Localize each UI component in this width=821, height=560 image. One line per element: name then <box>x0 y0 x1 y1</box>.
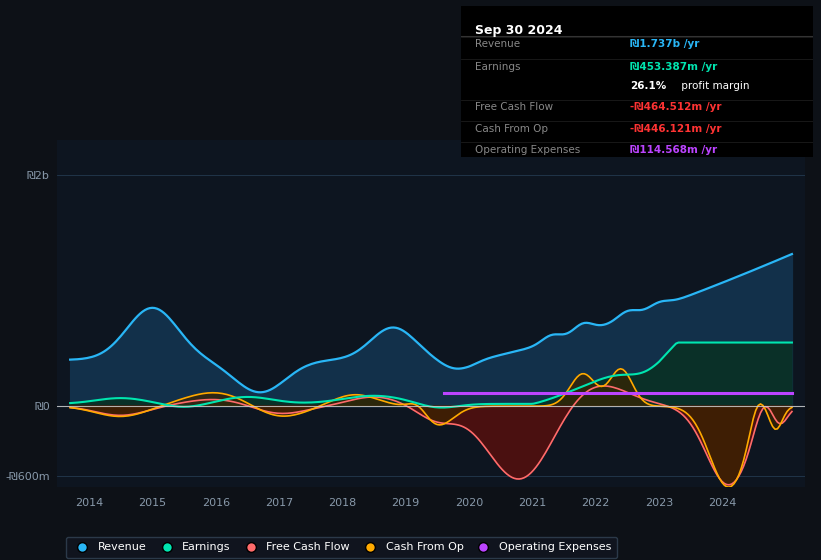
Text: -₪446.121m /yr: -₪446.121m /yr <box>630 124 722 133</box>
Legend: Revenue, Earnings, Free Cash Flow, Cash From Op, Operating Expenses: Revenue, Earnings, Free Cash Flow, Cash … <box>66 537 617 558</box>
Text: ₪1.737b /yr: ₪1.737b /yr <box>630 39 699 49</box>
Text: Revenue: Revenue <box>475 39 521 49</box>
Text: Operating Expenses: Operating Expenses <box>475 144 580 155</box>
Text: ₪114.568m /yr: ₪114.568m /yr <box>630 144 718 155</box>
Text: Free Cash Flow: Free Cash Flow <box>475 102 553 113</box>
Text: 26.1%: 26.1% <box>630 81 667 91</box>
Text: -₪464.512m /yr: -₪464.512m /yr <box>630 102 722 113</box>
Text: ₪453.387m /yr: ₪453.387m /yr <box>630 62 718 72</box>
Text: Sep 30 2024: Sep 30 2024 <box>475 24 563 37</box>
Text: profit margin: profit margin <box>677 81 749 91</box>
Text: Cash From Op: Cash From Op <box>475 124 548 133</box>
Text: Earnings: Earnings <box>475 62 521 72</box>
